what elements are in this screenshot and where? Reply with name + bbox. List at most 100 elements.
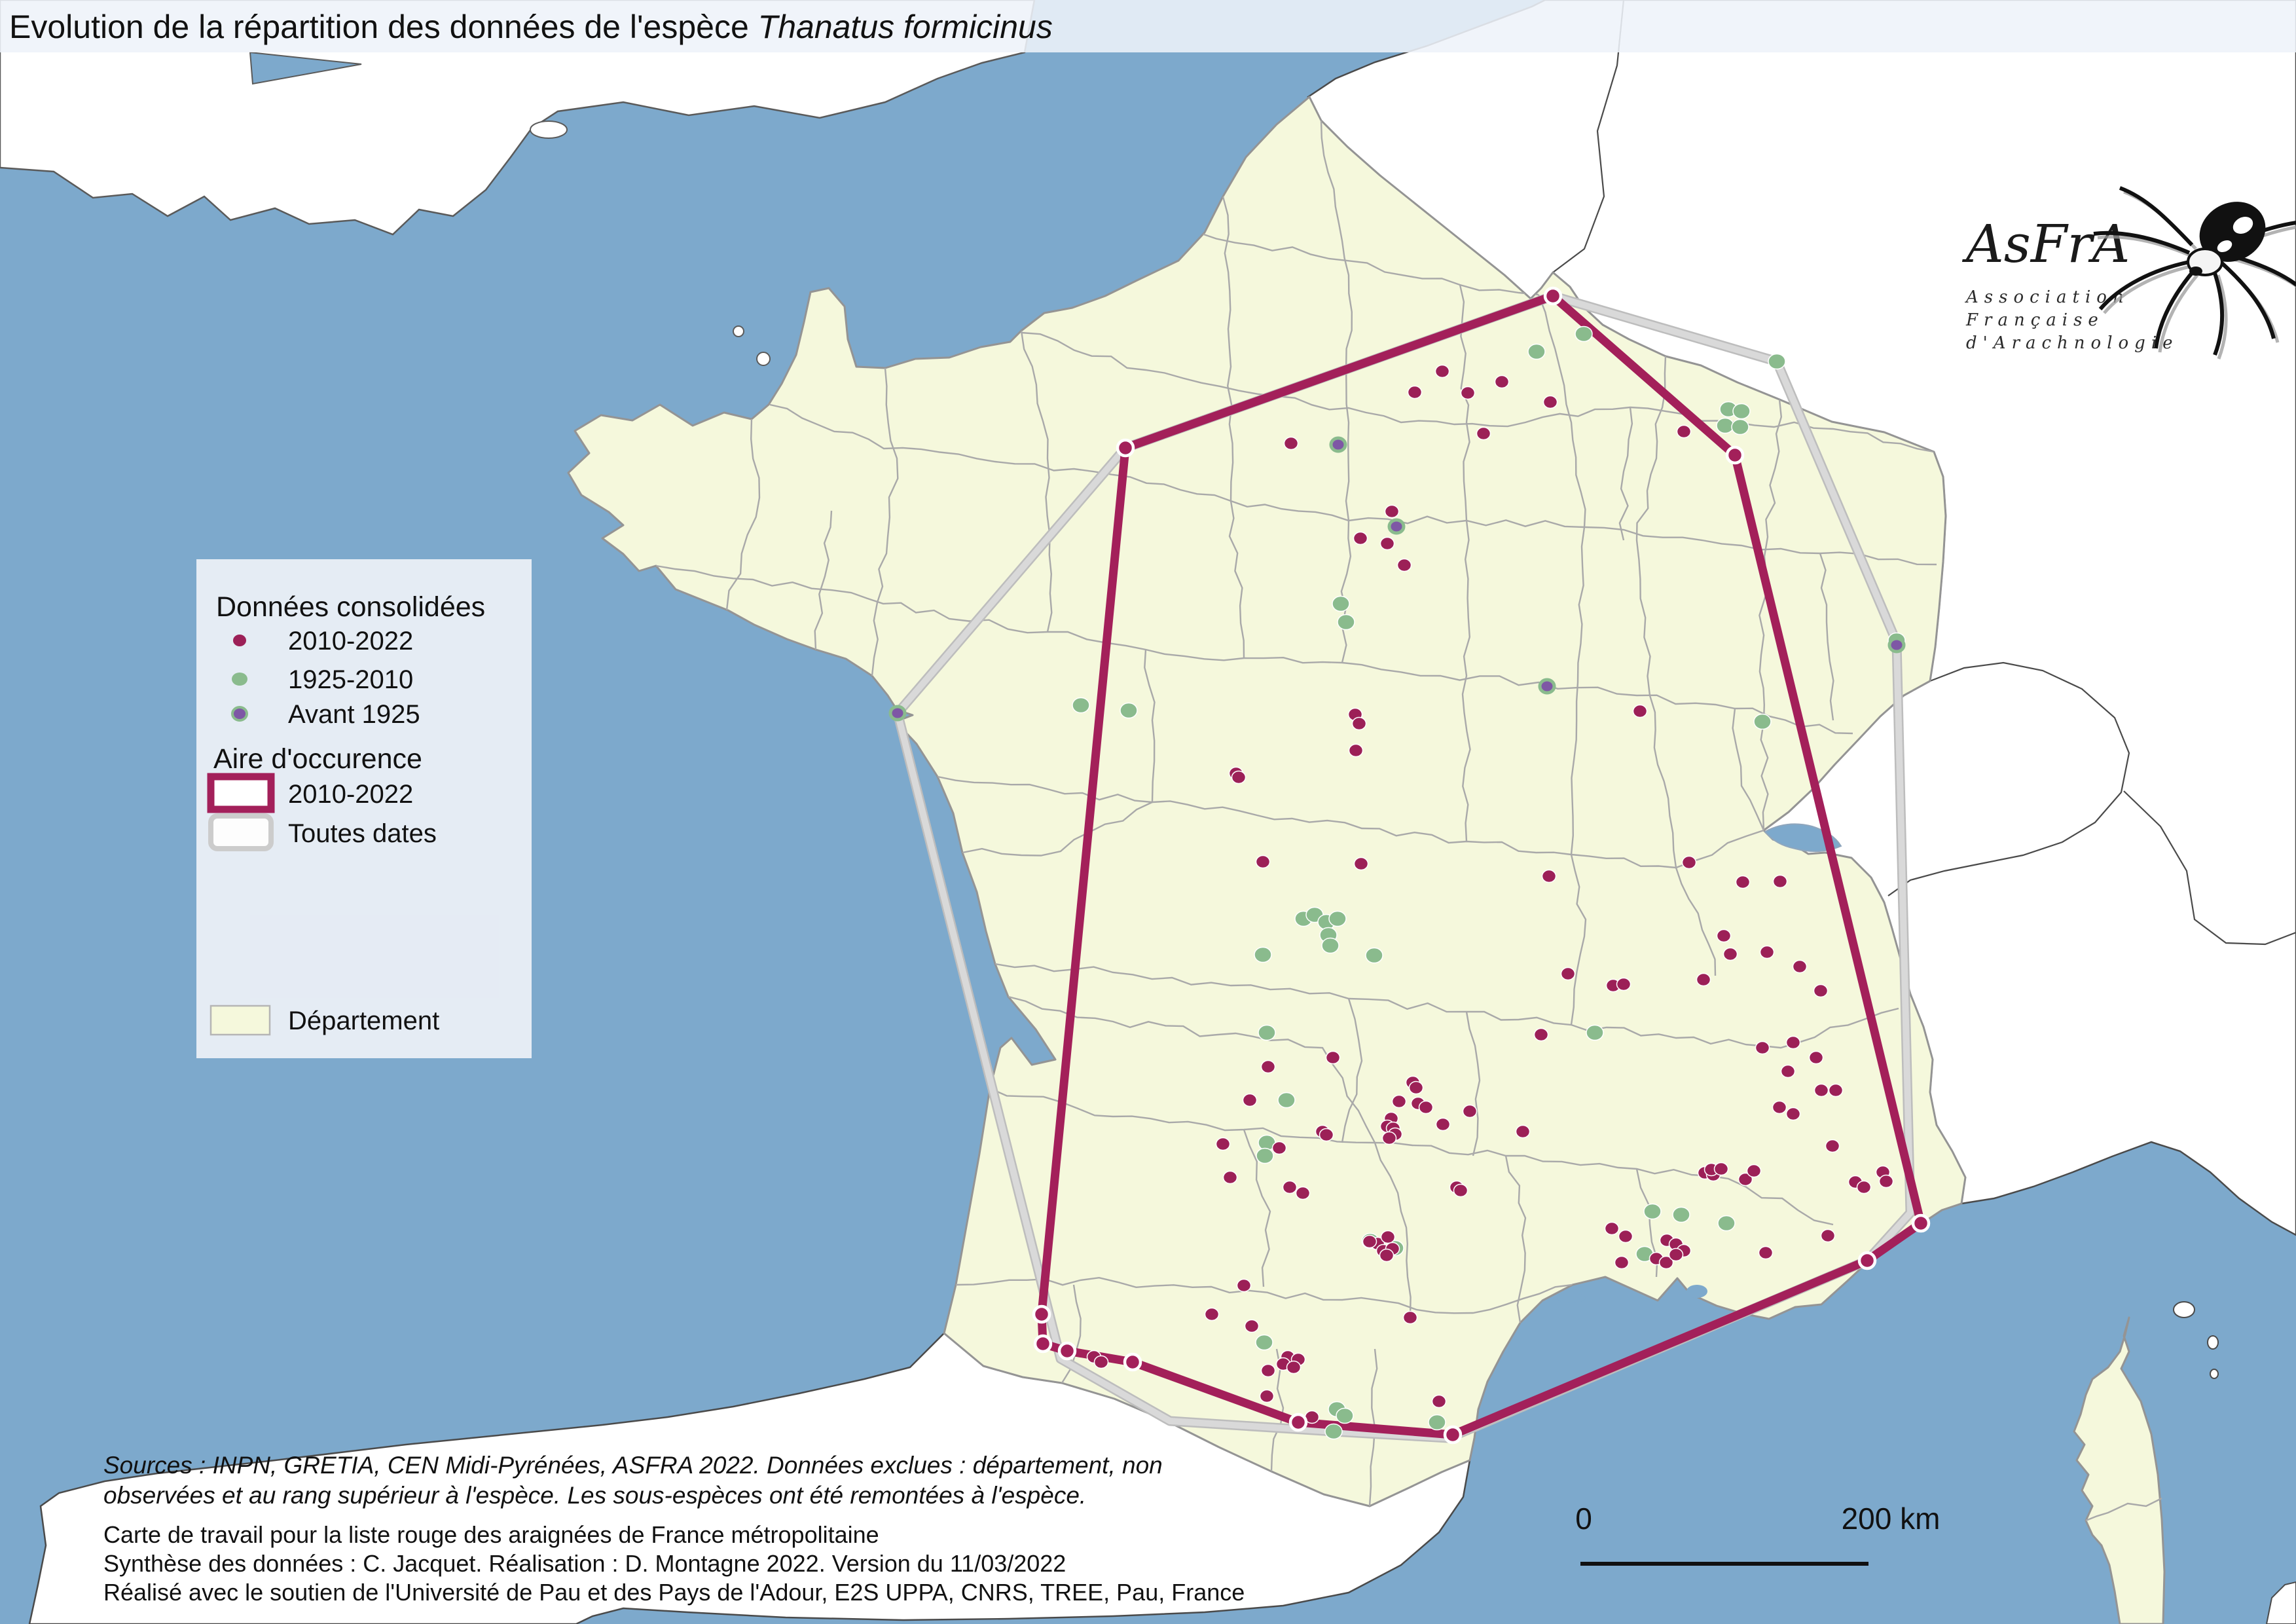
mediterranean-islands	[2173, 1301, 2296, 1624]
occurrence-point-2010-2022	[1808, 1050, 1824, 1065]
occurrence-point-2010-2022	[1260, 1060, 1276, 1074]
occurrence-area-vertex	[1288, 1412, 1308, 1432]
occurrence-area-vertex	[1032, 1304, 1051, 1324]
occurrence-point-2010-2022	[1560, 967, 1576, 981]
occurrence-point-2010-2022	[1759, 945, 1775, 959]
occurrence-point-2010-2022	[1738, 1172, 1753, 1187]
occurrence-point-2010-2022	[1785, 1035, 1801, 1050]
occurrence-point-2010-2022	[1351, 716, 1367, 731]
title-bar-background	[0, 0, 2296, 52]
occurrence-point-1925-2010	[1277, 1092, 1296, 1109]
credit-line2: Synthèse des données : C. Jacquet. Réali…	[103, 1550, 1066, 1577]
occurrence-point-2010-2022	[1755, 1041, 1770, 1055]
department-border-line	[814, 510, 833, 650]
occurrence-point-2010-2022	[1391, 1094, 1407, 1109]
occurrence-area-vertex-markers	[1032, 286, 1931, 1445]
italy-border	[2123, 790, 2296, 946]
occurrence-point-2010-2022	[1093, 1355, 1109, 1369]
etang-de-thau	[1557, 1293, 1586, 1303]
occurrence-point-2010-2022	[1381, 1131, 1397, 1145]
occurrence-point-2010-2022	[1402, 1310, 1418, 1325]
legend-points-title: Données consolidées	[216, 591, 485, 623]
legend-item-label: Avant 1925	[288, 700, 420, 729]
legend-dot-1925-2010-icon	[232, 673, 247, 686]
occurrence-point-2010-2022	[1676, 424, 1692, 439]
occurrence-point-avant-1925	[1329, 436, 1347, 453]
occurrence-point-2010-2022	[1681, 855, 1697, 870]
occurrence-point-1925-2010	[1337, 614, 1355, 631]
occurrence-point-2010-2022	[1722, 947, 1738, 961]
occurrence-point-2010-2022	[1542, 395, 1558, 409]
occurrence-point-2010-2022	[1785, 1107, 1801, 1121]
occurrence-point-2010-2022	[1215, 1137, 1231, 1151]
occurrence-point-1925-2010	[1732, 403, 1751, 420]
occurrence-point-2010-2022	[1231, 770, 1247, 784]
department-border-line	[871, 367, 899, 676]
occurrence-point-2010-2022	[1772, 1100, 1787, 1115]
occurrence-point-2010-2022	[1735, 875, 1751, 889]
footnotes: Sources : INPN, GRETIA, CEN Midi-Pyrénée…	[103, 1452, 1245, 1606]
occurrence-point-1925-2010	[1332, 595, 1350, 612]
occurrence-point-2010-2022	[1541, 869, 1557, 883]
occurrence-point-2010-2022	[1271, 1141, 1287, 1155]
occurrence-point-2010-2022	[1658, 1255, 1674, 1270]
occurrence-point-2010-2022	[1431, 1394, 1447, 1409]
etang-de-berre	[1686, 1285, 1707, 1298]
title-main-text: Evolution de la répartition des données …	[9, 9, 758, 45]
occurrence-point-1925-2010	[1255, 1334, 1273, 1351]
occurrence-point-1925-2010	[1328, 910, 1347, 927]
occurrence-point-2010-2022	[1856, 1180, 1872, 1194]
department-border-line	[1570, 854, 1587, 1025]
occurrence-area-vertex	[1116, 438, 1135, 458]
occurrence-point-2010-2022	[1813, 1083, 1829, 1098]
occurrence-point-1925-2010	[1428, 1414, 1446, 1431]
occurrence-area-vertex	[1857, 1251, 1877, 1270]
occurrence-point-2010-2022	[1282, 1180, 1298, 1194]
legend-item-label: Toutes dates	[288, 819, 437, 848]
occurrence-area-vertex	[1123, 1352, 1142, 1372]
occurrence-point-1925-2010	[1254, 946, 1272, 963]
legend-panel: Données consolidées 2010-2022 1925-2010 …	[196, 559, 532, 1058]
occurrence-area-vertex	[1057, 1341, 1077, 1361]
occurrence-point-1925-2010	[1768, 353, 1786, 370]
occurrence-point-2010-2022	[1286, 1360, 1302, 1375]
occurrence-area-vertex	[1911, 1213, 1931, 1233]
area-all-dates-outline	[894, 293, 1914, 1441]
occurrence-point-2010-2022	[1283, 436, 1299, 451]
occurrence-point-1925-2010	[1321, 937, 1339, 954]
department-border-line	[1675, 867, 1717, 976]
occurrence-area-vertex	[1725, 445, 1745, 465]
occurrence-point-1925-2010	[1731, 418, 1749, 435]
department-border-line	[1374, 1142, 1412, 1318]
occurrence-point-2010-2022	[1772, 874, 1788, 889]
occurrence-point-2010-2022	[1379, 1248, 1394, 1263]
occurrence-point-2010-2022	[1618, 1229, 1633, 1244]
occurrence-point-1925-2010	[1575, 325, 1593, 342]
title-bar: Evolution de la répartition des données …	[0, 0, 2296, 52]
legend-area-title: Aire d'occurence	[213, 743, 422, 775]
occurrence-area-vertex	[1033, 1334, 1053, 1354]
occurrence-point-avant-1925	[1538, 678, 1556, 695]
scale-bar: 0 200 km	[1575, 1502, 1940, 1566]
department-border-line	[1020, 330, 1053, 633]
occurrence-point-2010-2022	[1828, 1083, 1844, 1098]
department-border-line	[962, 801, 1153, 857]
occurrence-point-2010-2022	[1260, 1363, 1276, 1378]
department-border-line	[989, 1087, 1834, 1226]
corsica-department-border	[2085, 1497, 2162, 1522]
occurrence-point-1925-2010	[1336, 1407, 1354, 1424]
department-border-line	[1144, 649, 1156, 803]
occurrence-point-1925-2010	[1586, 1024, 1604, 1041]
great-britain-landmass	[0, 0, 1036, 366]
occurrence-point-2010-2022	[1434, 364, 1450, 378]
department-border-line	[1758, 399, 1783, 831]
occurrence-point-2010-2022	[1222, 1170, 1238, 1185]
legend-area-2010-2022-icon	[207, 773, 275, 813]
department-border-line	[955, 1276, 1573, 1314]
occurrence-point-2010-2022	[1604, 1221, 1620, 1236]
legend-area-toutes-dates-icon	[208, 813, 274, 851]
occurrence-point-2010-2022	[1460, 386, 1476, 400]
occurrence-point-1925-2010	[1324, 1423, 1343, 1440]
asfra-logo: AsFrA Association Française d'Arachnolog…	[1961, 186, 2296, 360]
